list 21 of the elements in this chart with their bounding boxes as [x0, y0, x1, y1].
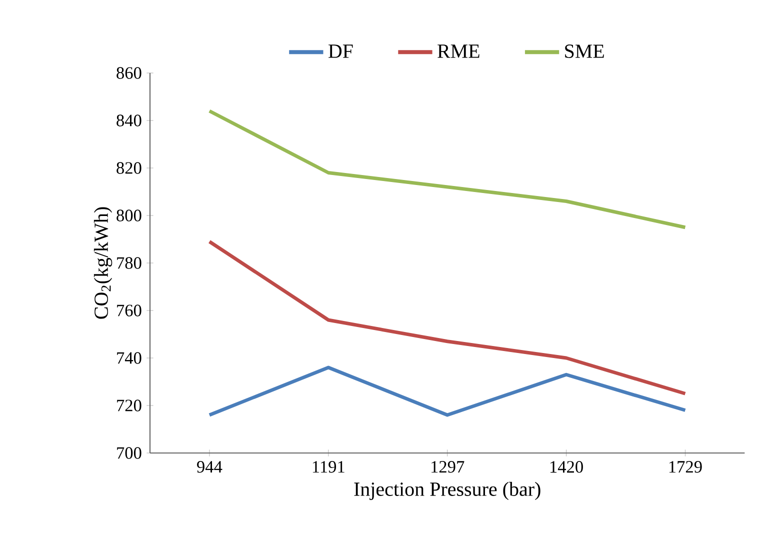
line-series: [208, 366, 687, 417]
legend-label: RME: [438, 44, 480, 58]
x-tick-label: 1297: [432, 461, 464, 473]
y-axis-title: CO$_{2}$(kg/kWh): [94, 207, 112, 319]
y-tick-label: 760: [117, 304, 142, 316]
x-tick-label: 1191: [312, 461, 344, 473]
x-tick-label: 1729: [669, 461, 702, 473]
legend-label: SME: [565, 44, 604, 58]
y-tick-label: 720: [117, 400, 142, 412]
y-tick-label: 820: [116, 162, 142, 174]
y-tick-label: 780: [117, 257, 142, 269]
y-tick-label: 860: [116, 67, 142, 79]
x-tick-label: 944: [197, 461, 222, 473]
line-series: [208, 240, 687, 396]
x-tick-label: 1420: [550, 461, 583, 473]
y-tick-label: 700: [117, 447, 142, 459]
legend-label: DF: [328, 44, 353, 58]
x-axis-title: Injection Pressure (bar): [354, 482, 540, 500]
y-tick-label: 740: [117, 352, 142, 364]
y-tick-label: 840: [116, 114, 142, 126]
y-tick-label: 800: [116, 210, 142, 222]
